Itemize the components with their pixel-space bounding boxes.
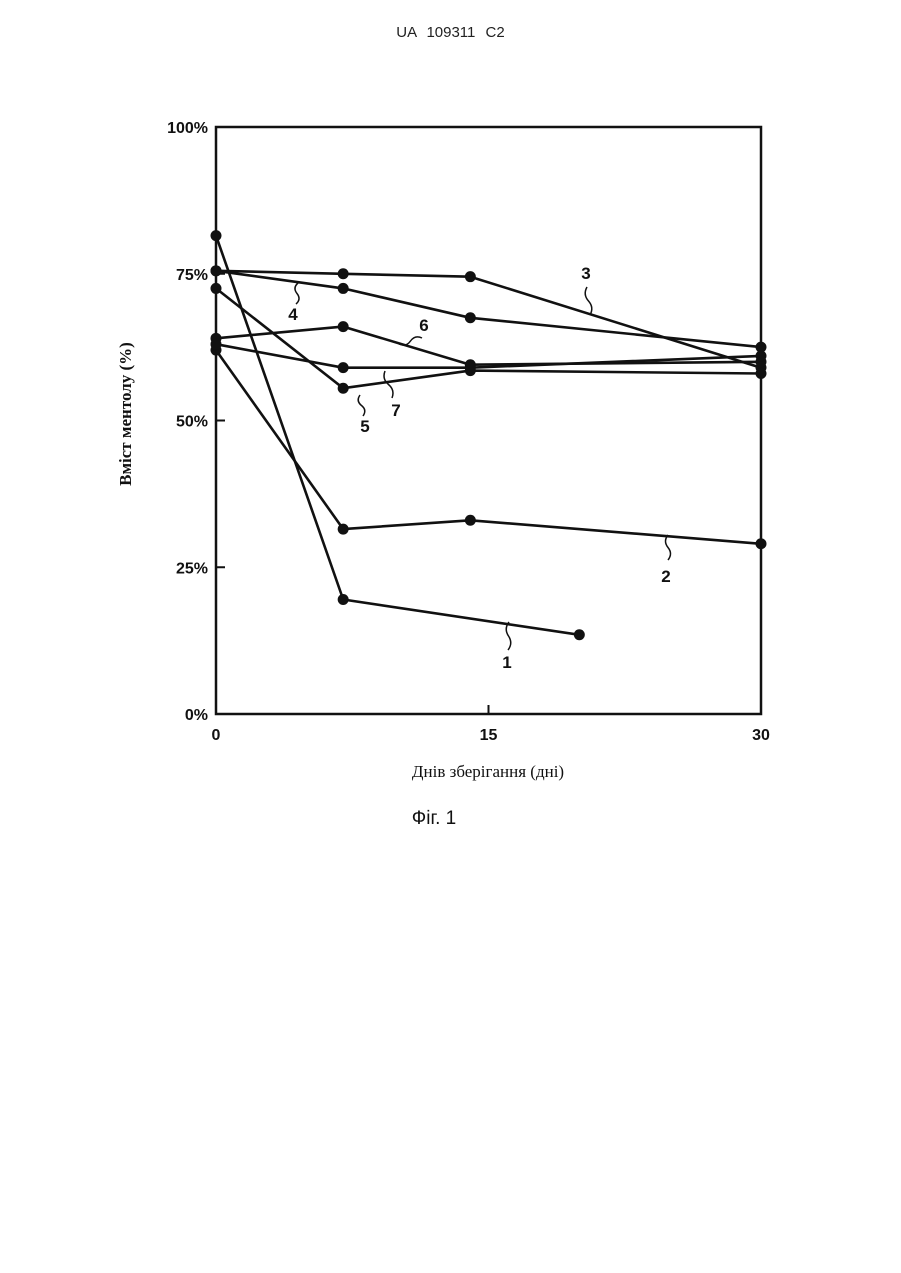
series-4-point xyxy=(211,265,222,276)
series-layer xyxy=(211,230,767,640)
plot-axes: 0%25%50%75%100%01530 xyxy=(167,120,770,744)
series-2-point xyxy=(338,524,349,535)
series-1 xyxy=(211,230,585,640)
series-3-point xyxy=(338,268,349,279)
series-label: 3 xyxy=(581,264,590,283)
series-label-leader xyxy=(384,371,393,398)
y-tick-label: 75% xyxy=(176,267,208,284)
x-tick-label: 30 xyxy=(752,727,770,744)
plot-frame xyxy=(216,127,761,714)
series-label-leader xyxy=(506,622,511,650)
series-label-leader xyxy=(585,287,592,315)
series-label: 1 xyxy=(502,653,511,672)
series-7-point xyxy=(465,362,476,373)
series-2-point xyxy=(465,515,476,526)
y-tick-label: 100% xyxy=(167,120,208,137)
series-label-leader xyxy=(666,535,671,560)
series-7-point xyxy=(338,362,349,373)
series-1-line xyxy=(216,236,579,635)
series-1-point xyxy=(211,230,222,241)
series-7-point xyxy=(756,350,767,361)
x-tick-label: 15 xyxy=(480,727,498,744)
series-label-leader xyxy=(358,395,365,416)
y-tick-label: 25% xyxy=(176,560,208,577)
y-tick-label: 50% xyxy=(176,414,208,431)
series-label: 4 xyxy=(288,305,298,324)
series-1-point xyxy=(338,594,349,605)
series-2 xyxy=(211,345,767,550)
series-6-point xyxy=(338,321,349,332)
series-3-point xyxy=(465,271,476,282)
series-label-leader xyxy=(295,283,299,304)
series-1-point xyxy=(574,629,585,640)
series-5-point xyxy=(338,383,349,394)
y-axis-label: Вміст ментолу (%) xyxy=(116,342,135,486)
series-4-point xyxy=(465,312,476,323)
y-tick-label: 0% xyxy=(185,707,208,724)
x-tick-label: 0 xyxy=(212,727,221,744)
series-5-point xyxy=(211,283,222,294)
series-7-point xyxy=(211,339,222,350)
x-axis-label: Днів зберігання (дні) xyxy=(412,762,564,781)
series-5-point xyxy=(756,368,767,379)
series-label: 2 xyxy=(661,567,670,586)
series-label: 6 xyxy=(419,316,428,335)
series-2-line xyxy=(216,350,761,544)
series-4-point xyxy=(338,283,349,294)
figure-caption: Фіг. 1 xyxy=(0,808,868,830)
series-2-point xyxy=(756,538,767,549)
series-label: 7 xyxy=(391,401,400,420)
series-6 xyxy=(211,321,767,370)
series-label: 5 xyxy=(360,417,369,436)
menthol-content-chart: 0% 25% 50% 75% 100% 0 15 30 1 2 3 4 5 6 7 Днів зберіг… xyxy=(0,0,901,860)
